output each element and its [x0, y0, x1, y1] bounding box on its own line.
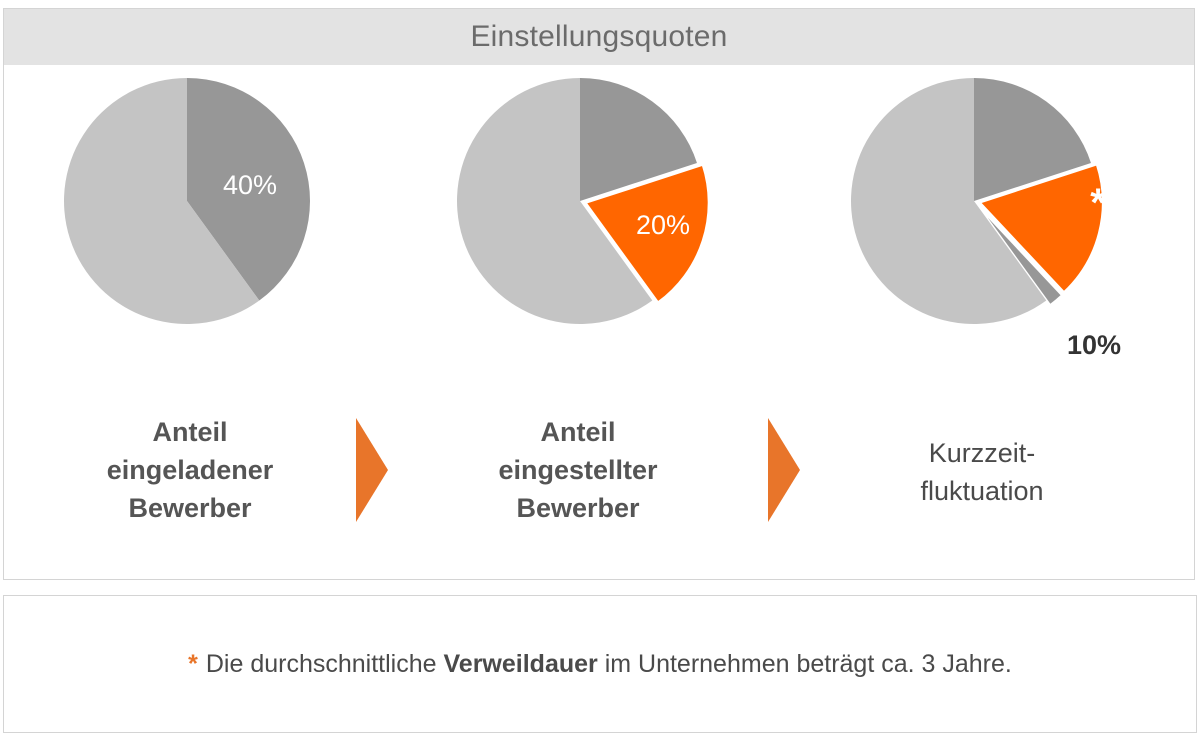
pie3-slice-eingeladen-nicht-eingestellt — [974, 78, 1091, 201]
footnote-text: * Die durchschnittliche Verweildauer im U… — [188, 649, 1012, 678]
pie-chart-hired — [457, 78, 710, 324]
pie3-data-label: 10% — [1067, 330, 1121, 360]
pie1-data-label: 40% — [223, 170, 277, 200]
pie2-slice-rest — [457, 78, 653, 324]
pie3-slice-eingestellt-geblieben — [978, 163, 1104, 294]
pie1-caption: Anteil eingeladener Bewerber — [106, 417, 274, 523]
pie1-slice-eingeladene-bewerber — [187, 78, 311, 301]
pie1-slice-rest — [64, 78, 260, 324]
pie2-slice-eingestellte-bewerber — [584, 163, 710, 304]
title-bar: Einstellungsquoten — [4, 9, 1194, 65]
pie3-slice-kurzzeitfluktuation — [977, 204, 1064, 307]
pie2-slice-eingeladen-nicht-eingestellt — [580, 78, 697, 201]
footnote-marker: * — [188, 649, 198, 678]
chevron-right-icon — [768, 418, 800, 522]
pie3-slice-rest — [851, 78, 1047, 324]
pie-chart-invited — [64, 78, 311, 324]
chevron-right-icon — [356, 418, 388, 522]
page-title: Einstellungsquoten — [470, 20, 728, 53]
pie2-data-label: 20% — [636, 210, 690, 240]
footnote-box: * Die durchschnittliche Verweildauer im U… — [3, 595, 1197, 733]
pie2-caption: Anteil eingestellter Bewerber — [498, 417, 658, 523]
pie3-caption: Kurzzeit- fluktuation — [920, 438, 1044, 506]
pie-chart-turnover — [851, 78, 1104, 324]
asterisk-marker: * — [1090, 181, 1106, 225]
